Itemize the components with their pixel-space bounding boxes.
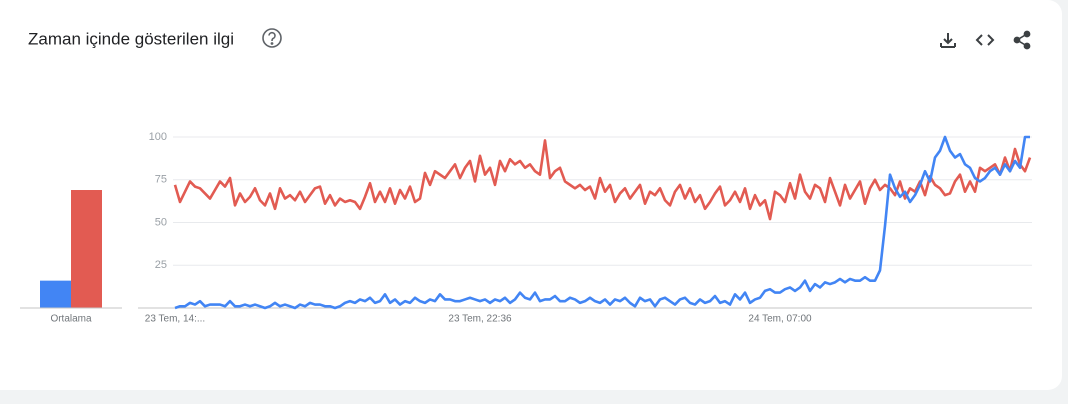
download-icon[interactable] (940, 33, 956, 48)
line-series (173, 139, 1032, 221)
y-tick-label: 50 (155, 216, 167, 228)
x-tick-label: Ortalama (50, 314, 92, 325)
help-icon[interactable] (262, 28, 282, 48)
bar (40, 280, 71, 308)
embed-icon[interactable] (975, 34, 995, 46)
x-tick-label: 23 Tem, 14:... (145, 314, 205, 325)
y-tick-label: 75 (155, 174, 167, 186)
y-tick-label: 25 (155, 259, 167, 271)
line-series (174, 135, 1030, 310)
bar (71, 190, 102, 308)
x-tick-label: 23 Tem, 22:36 (448, 314, 512, 325)
share-icon[interactable] (1013, 30, 1031, 50)
y-tick-label: 100 (149, 131, 167, 143)
x-tick-label: 24 Tem, 07:00 (748, 314, 812, 325)
chart-title: Zaman içinde gösterilen ilgi (28, 29, 234, 48)
